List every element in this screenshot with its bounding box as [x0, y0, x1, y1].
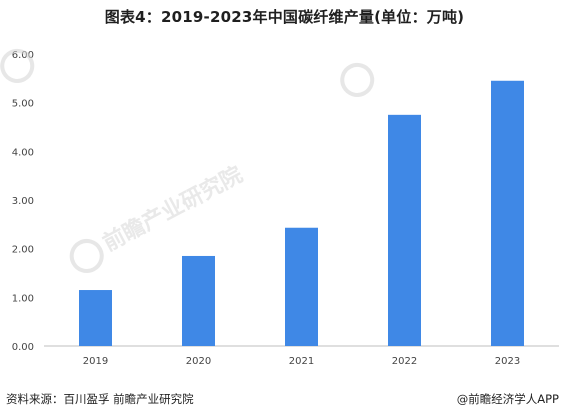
y-tick-label: 2.00	[12, 245, 34, 256]
y-tick-label: 3.00	[12, 196, 34, 207]
y-tick-label: 6.00	[12, 50, 34, 61]
bar-2019	[79, 290, 112, 346]
x-tick-label: 2023	[495, 356, 520, 367]
bar-2023	[491, 80, 524, 347]
chart-title: 图表4：2019-2023年中国碳纤维产量(单位：万吨)	[104, 8, 465, 26]
x-tick-label: 2019	[83, 356, 108, 367]
y-tick-label: 1.00	[12, 293, 34, 304]
bar-2021	[285, 227, 318, 346]
y-tick-label: 0.00	[12, 342, 34, 353]
bar-2020	[182, 255, 215, 346]
x-tick-label: 2021	[289, 356, 314, 367]
y-tick-label: 4.00	[12, 147, 34, 158]
x-tick-label: 2020	[186, 356, 211, 367]
y-tick-label: 5.00	[12, 99, 34, 110]
source-note: 资料来源：百川盈孚 前瞻产业研究院	[6, 392, 194, 406]
bar-2022	[388, 114, 421, 346]
brand-note: @前瞻经济学人APP	[456, 392, 559, 406]
x-tick-label: 2022	[392, 356, 417, 367]
